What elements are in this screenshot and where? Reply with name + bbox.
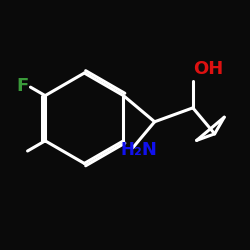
Text: F: F: [16, 77, 28, 95]
Text: OH: OH: [193, 60, 223, 78]
Text: ₂N: ₂N: [134, 141, 157, 159]
Text: H: H: [120, 141, 134, 159]
